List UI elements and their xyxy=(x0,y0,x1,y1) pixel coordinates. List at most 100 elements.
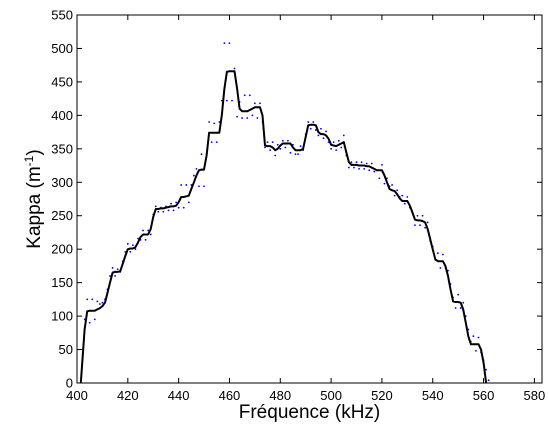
data-point xyxy=(360,161,363,164)
data-point xyxy=(215,141,218,144)
data-point xyxy=(200,153,203,156)
data-point xyxy=(91,298,94,301)
data-point xyxy=(231,99,233,102)
data-point xyxy=(368,169,371,172)
data-point xyxy=(421,214,424,217)
data-point xyxy=(281,139,284,142)
data-point xyxy=(172,209,175,212)
data-point xyxy=(218,121,221,123)
data-point xyxy=(101,301,104,304)
series-dotted xyxy=(83,42,490,382)
y-tick-label: 250 xyxy=(51,208,73,223)
data-point xyxy=(475,349,477,352)
data-point xyxy=(309,127,312,130)
data-point xyxy=(462,301,465,304)
x-tick-label: 560 xyxy=(473,388,495,403)
data-point xyxy=(98,303,101,305)
data-point xyxy=(259,102,261,105)
data-point xyxy=(383,182,386,185)
data-point xyxy=(175,201,177,204)
data-point xyxy=(378,177,381,180)
data-point xyxy=(114,275,117,277)
data-point xyxy=(416,214,419,217)
data-point xyxy=(170,202,172,205)
data-point xyxy=(187,201,190,204)
data-point xyxy=(149,233,152,236)
data-point xyxy=(325,130,327,133)
y-tick-label: 550 xyxy=(51,8,73,23)
data-point xyxy=(162,210,165,213)
data-point xyxy=(269,149,272,152)
x-tick-label: 460 xyxy=(219,388,241,403)
data-point xyxy=(266,141,269,144)
y-axis-ticks: 0 50 100 150 200 250 300 350 400 450 500 550 xyxy=(51,8,542,391)
data-point xyxy=(203,185,205,188)
data-point xyxy=(129,250,132,253)
data-point xyxy=(248,94,251,97)
data-point xyxy=(241,117,244,119)
data-point xyxy=(256,117,259,119)
data-point xyxy=(312,121,315,123)
data-point xyxy=(347,166,350,169)
data-point xyxy=(472,335,475,338)
data-point xyxy=(330,147,332,150)
data-point xyxy=(86,298,89,301)
y-tick-label: 50 xyxy=(59,342,73,357)
x-tick-label: 480 xyxy=(269,388,291,403)
data-point xyxy=(233,67,236,70)
x-axis-label: Fréquence (kHz) xyxy=(239,402,381,423)
data-point xyxy=(342,134,345,137)
data-point xyxy=(477,336,480,339)
series-line xyxy=(79,70,488,384)
data-point xyxy=(358,167,360,170)
y-tick-label: 150 xyxy=(51,275,73,290)
data-point xyxy=(335,149,338,152)
y-tick-label: 0 xyxy=(66,376,73,391)
y-axis-label-main: Kappa (m xyxy=(24,166,45,248)
data-point xyxy=(457,293,460,296)
data-point xyxy=(355,161,358,164)
data-point xyxy=(96,300,99,303)
x-tick-label: 400 xyxy=(66,388,88,403)
data-point xyxy=(353,166,355,169)
data-point xyxy=(373,170,376,173)
data-point xyxy=(223,42,226,45)
data-point xyxy=(177,206,180,209)
data-point xyxy=(253,102,256,105)
plot-area xyxy=(76,14,543,384)
y-tick-label: 500 xyxy=(51,41,73,56)
data-point xyxy=(182,206,185,209)
data-point xyxy=(370,162,373,165)
data-point xyxy=(147,229,150,232)
data-point xyxy=(180,184,183,186)
data-point xyxy=(236,115,238,118)
data-point xyxy=(274,154,277,157)
data-point xyxy=(317,134,320,137)
data-point xyxy=(144,238,147,241)
data-point xyxy=(485,368,487,371)
data-point xyxy=(487,379,490,382)
y-tick-label: 100 xyxy=(51,309,73,324)
data-point xyxy=(208,121,211,123)
data-point xyxy=(142,229,144,232)
data-point xyxy=(195,167,198,170)
data-point xyxy=(185,184,188,186)
data-point xyxy=(116,268,119,271)
data-point xyxy=(442,253,444,256)
data-point xyxy=(132,244,134,247)
data-point xyxy=(414,224,416,226)
data-point xyxy=(320,127,322,130)
data-point xyxy=(154,205,157,208)
data-point xyxy=(365,162,368,165)
data-point xyxy=(307,121,310,123)
data-point xyxy=(226,99,228,102)
x-tick-label: 540 xyxy=(422,388,444,403)
y-axis-label-close: ) xyxy=(24,149,45,155)
data-point xyxy=(406,196,409,198)
data-point xyxy=(167,209,170,212)
data-point xyxy=(424,226,427,229)
data-point xyxy=(287,139,289,142)
data-point xyxy=(192,174,195,177)
y-axis-label: Kappa (m-1) xyxy=(22,149,45,248)
